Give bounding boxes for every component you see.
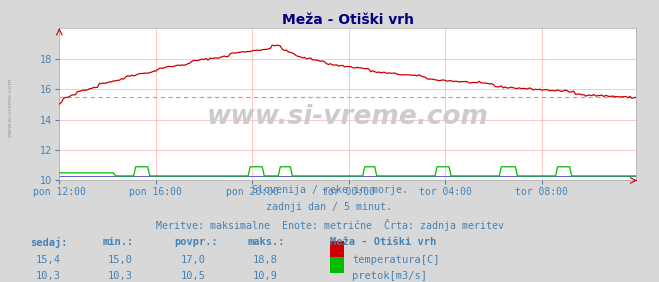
Text: 17,0: 17,0 [181,255,206,265]
Text: Meritve: maksimalne  Enote: metrične  Črta: zadnja meritev: Meritve: maksimalne Enote: metrične Črta… [156,219,503,231]
Text: zadnji dan / 5 minut.: zadnji dan / 5 minut. [266,202,393,212]
Text: 10,9: 10,9 [253,271,278,281]
Text: www.si-vreme.com: www.si-vreme.com [8,78,13,137]
Text: 10,5: 10,5 [181,271,206,281]
Text: temperatura[C]: temperatura[C] [352,255,440,265]
Text: maks.:: maks.: [247,237,285,247]
Text: 15,4: 15,4 [36,255,61,265]
Text: 10,3: 10,3 [108,271,133,281]
Text: 10,3: 10,3 [36,271,61,281]
Text: povpr.:: povpr.: [175,237,218,247]
Text: 18,8: 18,8 [253,255,278,265]
Text: Slovenija / reke in morje.: Slovenija / reke in morje. [252,185,407,195]
Text: min.:: min.: [102,237,133,247]
Title: Meža - Otiški vrh: Meža - Otiški vrh [281,13,414,27]
Text: pretok[m3/s]: pretok[m3/s] [352,271,427,281]
Text: Meža - Otiški vrh: Meža - Otiški vrh [330,237,436,247]
Text: 15,0: 15,0 [108,255,133,265]
Text: sedaj:: sedaj: [30,237,67,248]
Text: www.si-vreme.com: www.si-vreme.com [207,103,488,129]
